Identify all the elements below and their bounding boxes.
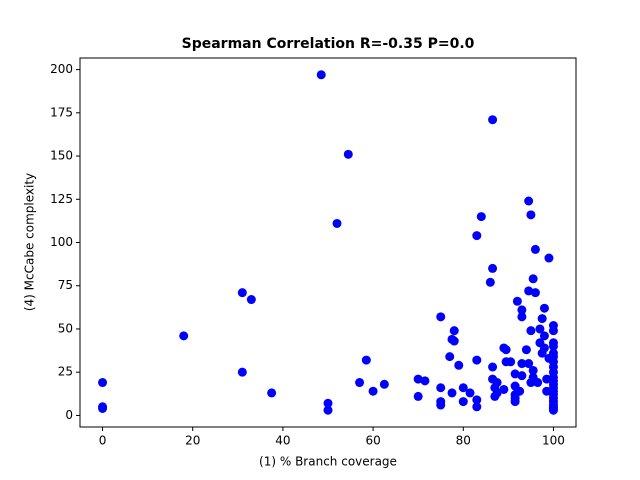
y-tick-label: 125 [50,192,73,206]
y-tick-label: 200 [50,62,73,76]
point [323,405,333,415]
point [447,334,457,344]
x-tick-label: 100 [542,434,565,448]
x-tick-label: 40 [275,434,290,448]
point [458,397,468,407]
point [539,343,549,353]
point [542,386,552,396]
y-tick-label: 50 [58,321,73,335]
y-tick-label: 100 [50,235,73,249]
y-tick-label: 75 [58,278,73,292]
chart-title: Spearman Correlation R=-0.35 P=0.0 [182,36,475,52]
point [472,402,482,412]
point [237,367,247,377]
point [472,395,482,405]
point [449,326,459,336]
point [488,263,498,273]
point [521,345,531,355]
point [510,369,520,379]
point [323,398,333,408]
x-tick-label: 80 [456,434,471,448]
point [515,386,525,396]
point [237,288,247,298]
point [528,274,538,284]
point [528,365,538,375]
point [537,314,547,324]
point [458,383,468,393]
point [492,388,502,398]
point [510,397,520,407]
y-tick-label: 0 [65,408,73,422]
point [179,331,189,341]
point [524,196,534,206]
point [544,353,554,363]
point [544,253,554,263]
x-tick-label: 0 [99,434,107,448]
point [492,378,502,388]
point [447,388,457,398]
point [472,355,482,365]
point [355,378,365,388]
point [488,115,498,125]
point [524,286,534,296]
point [539,331,549,341]
point [517,305,527,315]
point [445,352,455,362]
point [267,388,277,398]
y-axis-label: (4) McCabe complexity [23,173,37,311]
point [485,277,495,287]
point [476,212,486,222]
point [517,312,527,322]
point [436,312,446,322]
point [499,384,509,394]
point [526,210,536,220]
point [379,379,389,389]
point [420,376,430,386]
point [548,326,558,336]
point [368,386,378,396]
point [413,391,423,401]
point [535,324,545,334]
x-tick-label: 20 [185,434,200,448]
point [526,378,536,388]
x-tick-label: 60 [365,434,380,448]
point [361,355,371,365]
plot-frame [79,57,577,428]
point [512,296,522,306]
point [246,295,256,305]
point [530,244,540,254]
point [465,388,475,398]
point [517,371,527,381]
point [542,374,552,384]
point [548,341,558,351]
point [472,231,482,241]
point [332,218,342,228]
y-tick-label: 175 [50,105,73,119]
x-axis-label: (1) % Branch coverage [259,455,397,469]
point [539,303,549,313]
point [436,400,446,410]
point [98,403,108,413]
point [524,359,534,369]
y-tick-label: 150 [50,149,73,163]
point [526,326,536,336]
point [98,378,108,388]
point [530,288,540,298]
point [436,383,446,393]
point [517,359,527,369]
point [506,357,516,367]
point [316,70,326,80]
point [413,374,423,384]
point [488,362,498,372]
point [533,378,543,388]
point [548,405,558,415]
y-tick-label: 25 [58,365,73,379]
point [454,360,464,370]
point [501,345,511,355]
point [343,149,353,159]
